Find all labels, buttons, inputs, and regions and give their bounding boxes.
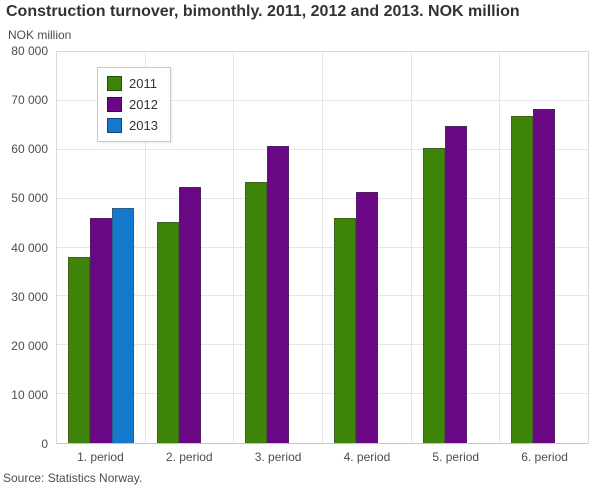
legend-label: 2012 (129, 97, 158, 112)
x-label-period-1: 1. period (77, 450, 124, 464)
y-tick-label-20000: 20 000 (11, 338, 48, 353)
legend-label: 2011 (129, 76, 157, 91)
bar-2011-period-1 (67, 257, 90, 443)
bar-slot (422, 52, 445, 443)
legend-swatch-2012 (107, 97, 122, 112)
category-band-1 (57, 52, 146, 443)
chart-title: Construction turnover, bimonthly. 2011, … (6, 3, 520, 20)
legend-swatch-2011 (107, 76, 122, 91)
bar-slot (245, 52, 268, 443)
y-tick-label-40000: 40 000 (11, 240, 48, 255)
x-label-period-4: 4. period (343, 450, 391, 464)
y-tick-label-80000: 80 000 (11, 44, 48, 58)
bar-2012-period-6 (533, 108, 556, 443)
bar-2011-period-6 (511, 116, 534, 443)
bar-2013-period-1 (111, 208, 134, 443)
y-tick-label-10000: 10 000 (11, 387, 48, 402)
bar-slot (178, 52, 201, 443)
bar-slot (511, 52, 534, 443)
legend-swatch-2013 (107, 118, 122, 133)
y-tick-label-0: 0 (41, 437, 48, 451)
bar-slot (333, 52, 356, 443)
bar-2011-period-5 (422, 147, 445, 443)
x-label-period-6: 6. period (521, 450, 568, 464)
category-band-5 (412, 52, 501, 443)
y-tick-label-50000: 50 000 (11, 191, 48, 206)
category-band-6 (500, 52, 588, 443)
legend-item-2013[interactable]: 2013 (107, 118, 158, 133)
bar-2012-period-5 (444, 125, 467, 443)
legend: 2011 2012 2013 (97, 67, 171, 142)
x-label-period-5: 5. period (432, 450, 480, 464)
category-band-4 (323, 52, 412, 443)
y-tick-label-30000: 30 000 (11, 289, 48, 304)
bar-slot (89, 52, 112, 443)
y-tick-label-60000: 60 000 (11, 142, 48, 157)
bar-2011-period-4 (333, 217, 356, 443)
bar-slot (111, 52, 134, 443)
bar-slot (555, 52, 577, 443)
bar-2012-period-2 (178, 186, 201, 443)
legend-label: 2013 (129, 118, 158, 133)
bar-2012-period-1 (89, 218, 112, 443)
bar-slot (267, 52, 290, 443)
bar-2011-period-2 (156, 221, 179, 443)
category-band-2 (146, 52, 235, 443)
bar-2011-period-3 (245, 181, 268, 443)
bar-2012-period-4 (355, 191, 378, 443)
bar-slot (378, 52, 400, 443)
y-axis-title: NOK million (8, 28, 72, 42)
bar-slot (289, 52, 311, 443)
bar-2012-period-3 (267, 146, 290, 443)
legend-item-2012[interactable]: 2012 (107, 97, 158, 112)
category-band-3 (234, 52, 324, 443)
bar-slot (467, 52, 489, 443)
bar-slot (444, 52, 467, 443)
source-note: Source: Statistics Norway. (3, 471, 143, 485)
y-tick-label-70000: 70 000 (11, 93, 48, 108)
x-label-period-3: 3. period (254, 450, 302, 464)
bar-slot (355, 52, 378, 443)
bar-slot (156, 52, 179, 443)
legend-item-2011[interactable]: 2011 (107, 76, 158, 91)
bar-slot (533, 52, 556, 443)
bar-slot (67, 52, 90, 443)
bar-slot (201, 52, 223, 443)
x-label-period-2: 2. period (165, 450, 213, 464)
